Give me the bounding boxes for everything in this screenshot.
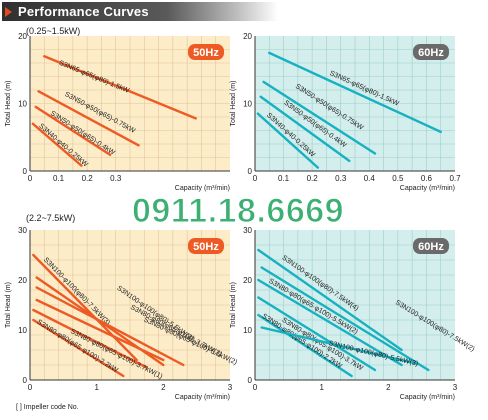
- x-tick-label: 0: [253, 174, 258, 183]
- frequency-badge-label: 60Hz: [418, 241, 444, 253]
- x-tick-label: 0: [28, 174, 33, 183]
- y-axis-label: Total Head (m): [230, 81, 237, 127]
- series-line: [257, 296, 377, 372]
- series-line: [262, 80, 377, 155]
- series-line: [257, 248, 403, 352]
- series-line: [256, 112, 320, 169]
- y-tick-label: 30: [18, 226, 27, 235]
- y-tick-label: 10: [243, 326, 252, 335]
- y-tick-label: 10: [18, 326, 27, 335]
- y-tick-label: 20: [18, 276, 27, 285]
- y-tick-label: 10: [18, 100, 27, 109]
- frequency-badge-label: 60Hz: [418, 47, 444, 59]
- x-tick-label: 0.1: [53, 174, 65, 183]
- watermark-phone: 0911.18.6669: [131, 192, 345, 231]
- x-axis-label: Capacity (m³/min): [175, 185, 230, 192]
- x-axis-label: Capacity (m³/min): [175, 394, 230, 401]
- section-header: Performance Curves: [2, 2, 278, 21]
- series-line: [35, 286, 185, 367]
- x-tick-label: 1: [319, 383, 324, 392]
- series-line: [32, 318, 125, 378]
- frequency-badge: [188, 238, 224, 254]
- x-tick-label: 1: [94, 383, 99, 392]
- x-tick-label: 0.1: [278, 174, 290, 183]
- x-tick-label: 2: [161, 383, 166, 392]
- frequency-badge-label: 50Hz: [193, 241, 219, 253]
- x-tick-label: 0.7: [449, 174, 461, 183]
- series-line: [34, 105, 112, 157]
- series-line: [257, 278, 403, 367]
- x-tick-label: 0: [253, 383, 258, 392]
- x-axis-label: Capacity (m³/min): [400, 394, 455, 401]
- series-line: [43, 55, 197, 120]
- series-line: [31, 122, 83, 167]
- series-line: [32, 253, 138, 362]
- range-label-top: (0.25~1.5kW): [26, 26, 81, 36]
- series-line: [260, 326, 420, 366]
- y-axis-label: Total Head (m): [230, 282, 237, 328]
- y-tick-label: 20: [243, 276, 252, 285]
- series-line: [259, 95, 351, 163]
- x-tick-label: 0.2: [307, 174, 319, 183]
- y-axis-label: Total Head (m): [5, 282, 12, 328]
- y-tick-label: 0: [23, 376, 28, 385]
- y-tick-label: 20: [243, 32, 252, 41]
- y-tick-label: 30: [243, 226, 252, 235]
- x-tick-label: 0.3: [335, 174, 347, 183]
- series-line: [257, 313, 353, 378]
- y-tick-label: 0: [23, 167, 28, 176]
- y-axis-label: Total Head (m): [5, 81, 12, 127]
- range-label-bottom: (2.2~7.5kW): [26, 213, 76, 223]
- series-line: [32, 308, 148, 369]
- frequency-badge: [413, 238, 449, 254]
- series-line: [260, 266, 430, 372]
- series-line: [37, 90, 140, 147]
- y-tick-label: 20: [18, 32, 27, 41]
- frequency-badge: [413, 44, 449, 60]
- y-tick-label: 0: [248, 167, 253, 176]
- series-line: [35, 298, 165, 362]
- section-title: Performance Curves: [18, 4, 149, 19]
- series-line: [268, 51, 442, 134]
- x-tick-label: 0: [28, 383, 33, 392]
- x-tick-label: 0.5: [392, 174, 404, 183]
- header-triangle-icon: [5, 7, 12, 17]
- footnote: [ ] Impeller code No.: [16, 404, 79, 411]
- frequency-badge-label: 50Hz: [193, 47, 219, 59]
- frequency-badge: [188, 44, 224, 60]
- y-tick-label: 0: [248, 376, 253, 385]
- x-tick-label: 0.2: [82, 174, 94, 183]
- x-tick-label: 2: [386, 383, 391, 392]
- x-tick-label: 3: [228, 383, 233, 392]
- x-tick-label: 3: [453, 383, 458, 392]
- y-tick-label: 10: [243, 100, 252, 109]
- x-tick-label: 0.4: [364, 174, 376, 183]
- x-axis-label: Capacity (m³/min): [400, 185, 455, 192]
- x-tick-label: 0.6: [421, 174, 433, 183]
- x-tick-label: 0.3: [110, 174, 122, 183]
